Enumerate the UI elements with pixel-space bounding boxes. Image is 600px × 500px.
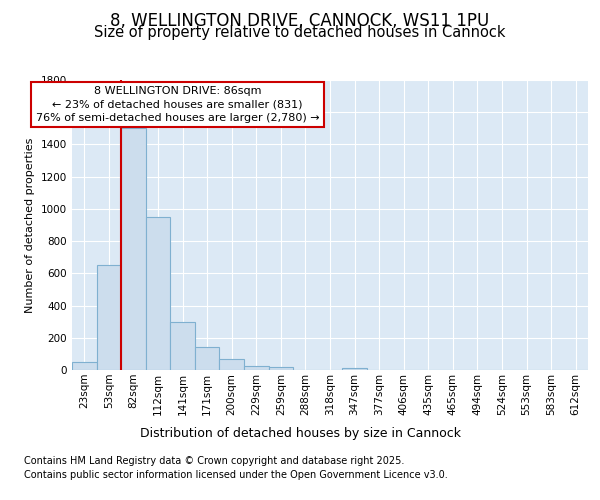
Bar [342,368,367,370]
Bar [97,266,121,370]
Text: 8 WELLINGTON DRIVE: 86sqm
← 23% of detached houses are smaller (831)
76% of semi: 8 WELLINGTON DRIVE: 86sqm ← 23% of detac… [36,86,319,123]
Bar [220,358,244,370]
Bar [121,128,146,370]
Bar [195,348,220,370]
Text: Contains HM Land Registry data © Crown copyright and database right 2025.: Contains HM Land Registry data © Crown c… [24,456,404,466]
Text: Contains public sector information licensed under the Open Government Licence v3: Contains public sector information licen… [24,470,448,480]
Text: Distribution of detached houses by size in Cannock: Distribution of detached houses by size … [139,428,461,440]
Bar [170,322,195,370]
Bar [269,367,293,370]
Y-axis label: Number of detached properties: Number of detached properties [25,138,35,312]
Bar [72,362,97,370]
Text: Size of property relative to detached houses in Cannock: Size of property relative to detached ho… [94,25,506,40]
Bar [146,217,170,370]
Bar [244,366,269,370]
Text: 8, WELLINGTON DRIVE, CANNOCK, WS11 1PU: 8, WELLINGTON DRIVE, CANNOCK, WS11 1PU [110,12,490,30]
